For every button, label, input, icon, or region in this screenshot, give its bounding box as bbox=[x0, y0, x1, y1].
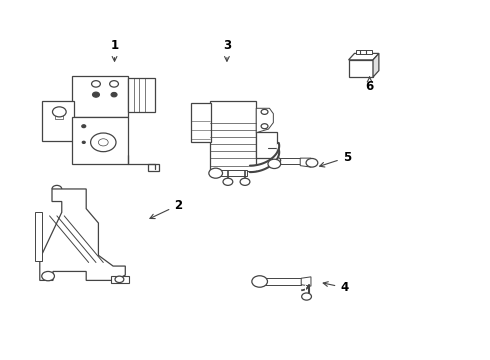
Polygon shape bbox=[256, 108, 273, 133]
Bar bbox=[35, 212, 42, 261]
Bar bbox=[218, 170, 247, 176]
Polygon shape bbox=[40, 189, 125, 280]
Circle shape bbox=[115, 276, 124, 283]
Circle shape bbox=[273, 157, 281, 163]
Circle shape bbox=[98, 139, 108, 146]
Text: 5: 5 bbox=[319, 151, 351, 167]
Polygon shape bbox=[373, 53, 379, 77]
Circle shape bbox=[91, 133, 116, 152]
Text: 1: 1 bbox=[110, 39, 119, 61]
Bar bbox=[72, 76, 128, 117]
Circle shape bbox=[240, 178, 250, 185]
Bar bbox=[277, 158, 301, 164]
Circle shape bbox=[261, 124, 268, 129]
Text: 3: 3 bbox=[223, 39, 231, 61]
Bar bbox=[210, 101, 256, 171]
Polygon shape bbox=[301, 277, 311, 286]
Bar bbox=[128, 78, 155, 112]
Bar bbox=[72, 117, 128, 164]
Circle shape bbox=[92, 81, 100, 87]
Bar bbox=[42, 101, 74, 140]
Polygon shape bbox=[348, 53, 379, 60]
Circle shape bbox=[302, 293, 312, 300]
Circle shape bbox=[252, 276, 268, 287]
Text: 4: 4 bbox=[323, 281, 348, 294]
Circle shape bbox=[223, 178, 233, 185]
Circle shape bbox=[268, 159, 281, 168]
Circle shape bbox=[261, 109, 268, 114]
Polygon shape bbox=[300, 158, 311, 167]
Bar bbox=[191, 103, 211, 142]
Circle shape bbox=[93, 92, 99, 97]
Bar bbox=[55, 112, 63, 119]
Bar bbox=[111, 276, 129, 283]
Circle shape bbox=[209, 168, 222, 178]
Bar bbox=[148, 164, 159, 171]
Circle shape bbox=[52, 107, 66, 117]
Circle shape bbox=[82, 141, 85, 143]
Bar bbox=[356, 50, 372, 54]
Bar bbox=[256, 132, 277, 158]
Circle shape bbox=[110, 81, 119, 87]
Bar bbox=[348, 60, 373, 77]
Text: 2: 2 bbox=[150, 199, 182, 219]
Circle shape bbox=[306, 158, 318, 167]
Circle shape bbox=[82, 125, 86, 128]
Circle shape bbox=[42, 271, 54, 281]
Circle shape bbox=[111, 93, 117, 97]
Text: 6: 6 bbox=[366, 77, 374, 93]
Bar bbox=[262, 278, 301, 285]
